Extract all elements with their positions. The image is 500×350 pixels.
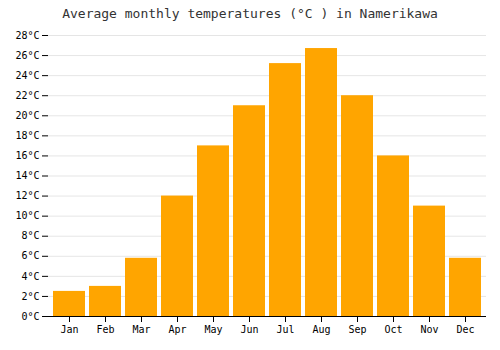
svg-text:8°C: 8°C bbox=[21, 230, 39, 241]
svg-text:Aug: Aug bbox=[312, 324, 330, 335]
svg-text:Jun: Jun bbox=[240, 324, 258, 335]
svg-text:24°C: 24°C bbox=[15, 70, 39, 81]
svg-text:18°C: 18°C bbox=[15, 130, 39, 141]
svg-text:Mar: Mar bbox=[132, 324, 150, 335]
svg-text:Dec: Dec bbox=[456, 324, 474, 335]
svg-text:Nov: Nov bbox=[420, 324, 438, 335]
svg-text:Sep: Sep bbox=[348, 324, 366, 335]
svg-text:22°C: 22°C bbox=[15, 90, 39, 101]
html-text:Average monthly temperatures (: Average monthly temperatures (°C ) in Na… bbox=[62, 6, 438, 21]
svg-text:6°C: 6°C bbox=[21, 250, 39, 261]
svg-text:14°C: 14°C bbox=[15, 170, 39, 181]
svg-text:10°C: 10°C bbox=[15, 210, 39, 221]
svg-text:16°C: 16°C bbox=[15, 150, 39, 161]
svg-text:Oct: Oct bbox=[384, 324, 402, 335]
svg-text:0°C: 0°C bbox=[21, 311, 39, 322]
svg-text:Jan: Jan bbox=[60, 324, 78, 335]
svg-text:20°C: 20°C bbox=[15, 110, 39, 121]
svg-text:28°C: 28°C bbox=[15, 30, 39, 41]
svg-text:May: May bbox=[204, 324, 222, 335]
svg-text:Feb: Feb bbox=[96, 324, 114, 335]
svg-text:2°C: 2°C bbox=[21, 291, 39, 302]
svg-text:Jul: Jul bbox=[276, 324, 294, 335]
svg-text:12°C: 12°C bbox=[15, 190, 39, 201]
svg-text:4°C: 4°C bbox=[21, 271, 39, 282]
svg-text:Apr: Apr bbox=[168, 324, 186, 335]
svg-text:26°C: 26°C bbox=[15, 50, 39, 61]
